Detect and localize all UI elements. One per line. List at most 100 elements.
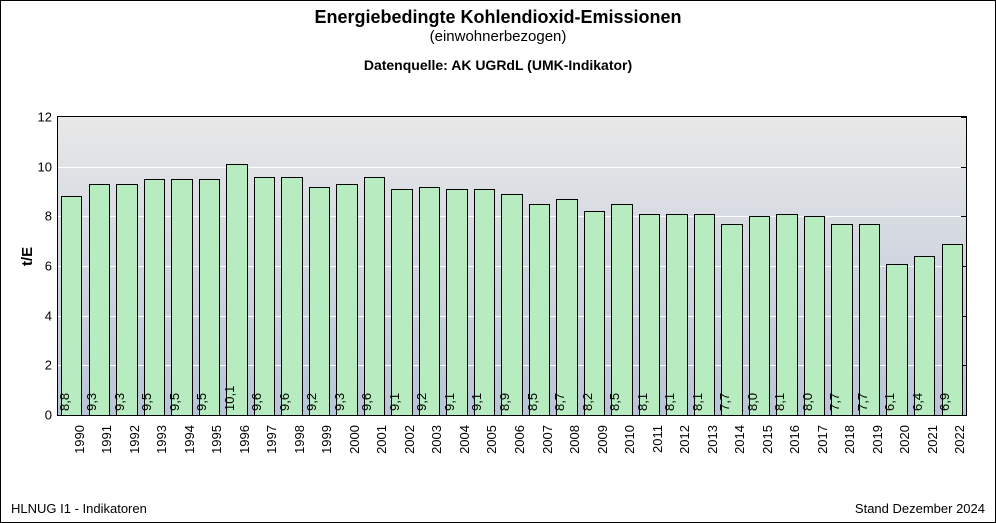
x-tick-label: 1992: [127, 421, 142, 454]
x-tick-label: 2012: [677, 421, 692, 454]
x-tick-label: 1999: [319, 421, 334, 454]
x-tick-label: 2009: [595, 421, 610, 454]
bar: 9,5: [199, 179, 220, 415]
bar-value-label: 8,1: [635, 393, 650, 411]
bar-value-label: 8,5: [607, 393, 622, 411]
y-tick-label: 12: [38, 110, 58, 125]
x-tick-label: 2000: [347, 421, 362, 454]
bar-value-label: 6,4: [910, 393, 925, 411]
x-tick-label: 1995: [209, 421, 224, 454]
x-tick-label: 1991: [99, 421, 114, 454]
x-tick-label: 2018: [842, 421, 857, 454]
x-tick-label: 2001: [374, 421, 389, 454]
y-tick-label: 4: [45, 308, 58, 323]
y-tick-label: 2: [45, 358, 58, 373]
bar-value-label: 8,5: [525, 393, 540, 411]
x-tick-label: 2019: [870, 421, 885, 454]
chart-figure: Energiebedingte Kohlendioxid-Emissionen …: [0, 0, 996, 523]
x-tick-label: 2011: [650, 421, 665, 453]
bar: 8,0: [749, 216, 770, 415]
title-block: Energiebedingte Kohlendioxid-Emissionen …: [1, 1, 995, 73]
y-axis-label: t/E: [19, 247, 36, 266]
bar-value-label: 9,6: [359, 393, 374, 411]
bar: 9,5: [171, 179, 192, 415]
bar: 8,1: [776, 214, 797, 415]
bar: 7,7: [831, 224, 852, 415]
bar: 8,8: [61, 196, 82, 415]
x-tick-label: 2021: [925, 421, 940, 454]
bar-value-label: 8,1: [772, 393, 787, 411]
bar: 8,9: [501, 194, 522, 415]
x-tick-label: 2013: [705, 421, 720, 454]
x-tick-label: 2020: [897, 421, 912, 454]
bar-value-label: 9,5: [139, 393, 154, 411]
x-tick-label: 2015: [760, 421, 775, 454]
chart-subtitle: (einwohnerbezogen): [1, 28, 995, 45]
bar-value-label: 8,0: [745, 393, 760, 411]
x-tick-label: 2014: [732, 421, 747, 454]
bar-value-label: 10,1: [222, 386, 237, 411]
bar: 9,3: [336, 184, 357, 415]
bar: 9,3: [89, 184, 110, 415]
x-tick-label: 2016: [787, 421, 802, 454]
x-tick-label: 2008: [567, 421, 582, 454]
x-tick-label: 2010: [622, 421, 637, 454]
bar-value-label: 8,9: [497, 393, 512, 411]
chart-title: Energiebedingte Kohlendioxid-Emissionen: [1, 7, 995, 28]
plot-wrap: 0246810128,89,39,39,59,59,510,19,69,69,2…: [57, 116, 967, 416]
y-tick-label: 6: [45, 259, 58, 274]
bar: 8,1: [639, 214, 660, 415]
x-tick-label: 2007: [540, 421, 555, 454]
bar: 8,2: [584, 211, 605, 415]
bar-value-label: 9,3: [84, 393, 99, 411]
bar-value-label: 9,1: [469, 393, 484, 411]
bar: 9,1: [391, 189, 412, 415]
bar-value-label: 6,1: [882, 393, 897, 411]
bar-value-label: 9,2: [414, 393, 429, 411]
bar: 9,6: [281, 177, 302, 415]
bar: 9,3: [116, 184, 137, 415]
bar: 8,5: [611, 204, 632, 415]
bar: 8,0: [804, 216, 825, 415]
bar-value-label: 7,7: [855, 393, 870, 411]
x-tick-label: 2006: [512, 421, 527, 454]
bar-value-label: 7,7: [827, 393, 842, 411]
bars-layer: 8,89,39,39,59,59,510,19,69,69,29,39,69,1…: [58, 117, 966, 415]
bar-value-label: 6,9: [937, 393, 952, 411]
bar: 9,5: [144, 179, 165, 415]
bar-value-label: 9,2: [304, 393, 319, 411]
x-tick-label: 1997: [264, 421, 279, 454]
x-tick-label: 1994: [182, 421, 197, 454]
bar-value-label: 9,1: [387, 393, 402, 411]
bar: 9,2: [309, 187, 330, 415]
y-tick-label: 8: [45, 209, 58, 224]
bar-value-label: 9,1: [442, 393, 457, 411]
bar: 10,1: [226, 164, 247, 415]
bar: 6,1: [886, 264, 907, 415]
x-tick-label: 1998: [292, 421, 307, 454]
bar: 9,6: [254, 177, 275, 415]
chart-source: Datenquelle: AK UGRdL (UMK-Indikator): [1, 57, 995, 73]
bar-value-label: 8,1: [690, 393, 705, 411]
bar: 8,5: [529, 204, 550, 415]
bar: 9,1: [446, 189, 467, 415]
bar: 7,7: [859, 224, 880, 415]
bar: 8,7: [556, 199, 577, 415]
x-tick-label: 1990: [72, 421, 87, 454]
footer-left: HLNUG I1 - Indikatoren: [11, 501, 147, 516]
bar: 9,6: [364, 177, 385, 415]
y-tick-mark: [961, 415, 967, 416]
y-tick-label: 0: [45, 408, 58, 423]
plot-area: 0246810128,89,39,39,59,59,510,19,69,69,2…: [57, 116, 967, 416]
x-tick-label: 2022: [952, 421, 967, 454]
bar: 8,1: [694, 214, 715, 415]
bar: 6,9: [942, 244, 963, 415]
bar-value-label: 9,3: [112, 393, 127, 411]
bar-value-label: 8,0: [800, 393, 815, 411]
x-tick-label: 2003: [429, 421, 444, 454]
bar-value-label: 8,7: [552, 393, 567, 411]
x-tick-label: 2017: [815, 421, 830, 454]
footer-right: Stand Dezember 2024: [855, 501, 985, 516]
x-tick-label: 1993: [154, 421, 169, 454]
x-tick-label: 1996: [237, 421, 252, 454]
